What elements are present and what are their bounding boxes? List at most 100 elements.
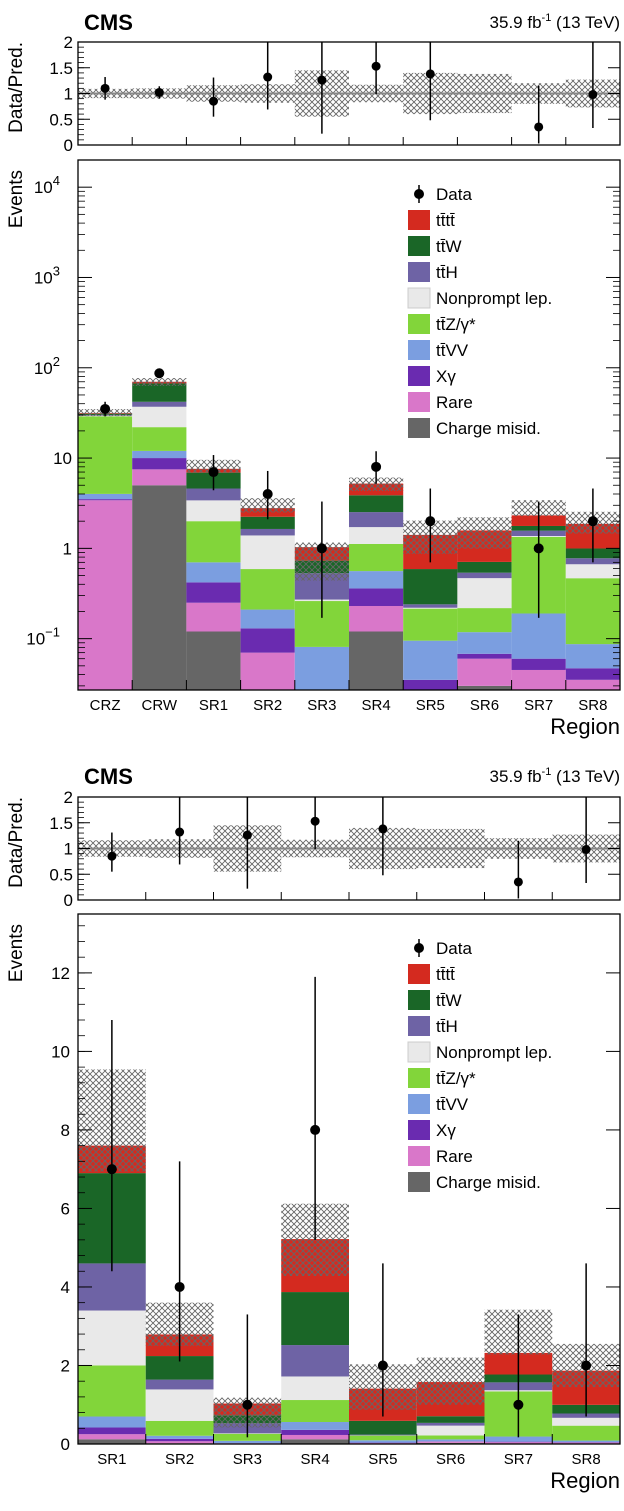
bar-segment-ttZ: [186, 521, 240, 562]
ratio-point: [209, 97, 218, 106]
category-label: SR6: [470, 697, 499, 714]
legend-swatch-tttt: [408, 964, 430, 984]
cms-label-top: CMS: [84, 10, 133, 35]
bar-segment-ttVV: [512, 613, 566, 658]
data-point: [154, 368, 164, 378]
legend-label-Xgamma: Xγ: [436, 367, 456, 386]
bar-segment-ttVV: [417, 1439, 485, 1441]
bar-segment-rare: [186, 603, 240, 632]
bar-segment-ttVV: [295, 647, 349, 690]
category-label: SR8: [572, 1451, 601, 1468]
data-point: [242, 1400, 252, 1410]
ratio-point: [514, 877, 523, 886]
bar-segment-ttH: [186, 489, 240, 501]
bar-segment-ttZ: [349, 1436, 417, 1441]
ratio-point: [317, 76, 326, 85]
legend-label-ttH: tt̄H: [436, 1017, 458, 1036]
ratio-ytick-label: 1.5: [49, 59, 73, 78]
bar-segment-ttZ: [281, 1400, 349, 1422]
category-label: SR1: [97, 1451, 126, 1468]
bar-segment-ttW: [457, 562, 511, 573]
ratio-point: [534, 122, 543, 131]
bar-segment-nonprompt: [349, 527, 403, 544]
legend-swatch-tttt: [408, 210, 430, 230]
bar-segment-nonprompt: [566, 564, 620, 578]
bar-segment-chargemisid: [78, 1439, 146, 1444]
legend-swatch-ttZ: [408, 314, 430, 334]
data-point: [209, 467, 219, 477]
bar-segment-Xgamma: [485, 1442, 553, 1443]
bar-segment-ttH: [349, 1435, 417, 1436]
ratio-ytick-label: 1: [64, 840, 73, 859]
legend-label-nonprompt: Nonprompt lep.: [436, 1043, 552, 1062]
ratio-point: [582, 845, 591, 854]
data-point: [107, 1164, 117, 1174]
bar-segment-ttZ: [241, 569, 295, 610]
ytick-label: 102: [34, 354, 60, 378]
bar-segment-ttVV: [214, 1441, 282, 1443]
category-label: SR5: [416, 697, 445, 714]
legend-swatch-rare: [408, 1146, 430, 1166]
legend-swatch-chargemisid: [408, 1172, 430, 1192]
legend-label-nonprompt: Nonprompt lep.: [436, 289, 552, 308]
bar-segment-chargemisid: [186, 632, 240, 690]
legend-label-data: Data: [436, 939, 472, 958]
bar-segment-chargemisid: [349, 632, 403, 690]
ratio-ytick-label: 0.5: [49, 110, 73, 129]
bar-segment-ttVV: [552, 1441, 620, 1443]
category-label: SR7: [524, 697, 553, 714]
ytick-label: 0: [61, 1435, 70, 1454]
ytick-label: 10: [53, 449, 72, 468]
bar-segment-ttZ: [146, 1421, 214, 1436]
bar-segment-Xgamma: [241, 628, 295, 652]
data-point: [317, 543, 327, 553]
legend-label-rare: Rare: [436, 393, 473, 412]
data-point: [371, 462, 381, 472]
category-label: SR4: [362, 697, 391, 714]
data-point: [534, 543, 544, 553]
bar-segment-ttZ: [78, 416, 132, 494]
category-label: SR2: [165, 1451, 194, 1468]
bar-segment-ttVV: [186, 562, 240, 582]
bar-segment-rare: [78, 500, 132, 690]
bar-segment-ttZ: [132, 427, 186, 451]
ratio-point: [107, 852, 116, 861]
legend-swatch-ttVV: [408, 1094, 430, 1114]
bar-segment-Xgamma: [281, 1430, 349, 1435]
ratio-point: [175, 828, 184, 837]
yaxis-label: Events: [6, 170, 27, 228]
category-label: SR7: [504, 1451, 533, 1468]
legend-swatch-ttH: [408, 262, 430, 282]
ratio-ytick-label: 0.5: [49, 865, 73, 884]
ratio-point: [263, 73, 272, 82]
legend-swatch-rare: [408, 392, 430, 412]
bar-segment-Xgamma: [186, 582, 240, 602]
data-point: [100, 404, 110, 414]
bar-segment-Xgamma: [146, 1439, 214, 1441]
xaxis-label: Region: [550, 714, 620, 739]
bar-segment-ttH: [403, 604, 457, 607]
ratio-ylabel: Data/Pred.: [6, 42, 27, 133]
ytick-label: 10−1: [26, 625, 60, 649]
bar-segment-ttH: [457, 573, 511, 578]
bar-segment-Xgamma: [566, 668, 620, 680]
data-point: [378, 1360, 388, 1370]
legend-swatch-Xgamma: [408, 366, 430, 386]
category-label: SR3: [307, 697, 336, 714]
bar-segment-ttVV: [457, 632, 511, 654]
legend-swatch-nonprompt: [408, 1042, 430, 1062]
ratio-ytick-label: 2: [64, 33, 73, 52]
ratio-point: [101, 84, 110, 93]
ratio-point: [155, 88, 164, 97]
bar-segment-ttZ: [417, 1435, 485, 1439]
category-label: SR8: [578, 697, 607, 714]
uncertainty-band: [417, 1358, 485, 1405]
legend-label-ttVV: tt̄VV: [436, 1095, 469, 1114]
bar-segment-ttW: [281, 1292, 349, 1345]
data-point: [175, 1282, 185, 1292]
bar-segment-Xgamma: [349, 588, 403, 606]
bar-segment-ttZ: [457, 608, 511, 632]
